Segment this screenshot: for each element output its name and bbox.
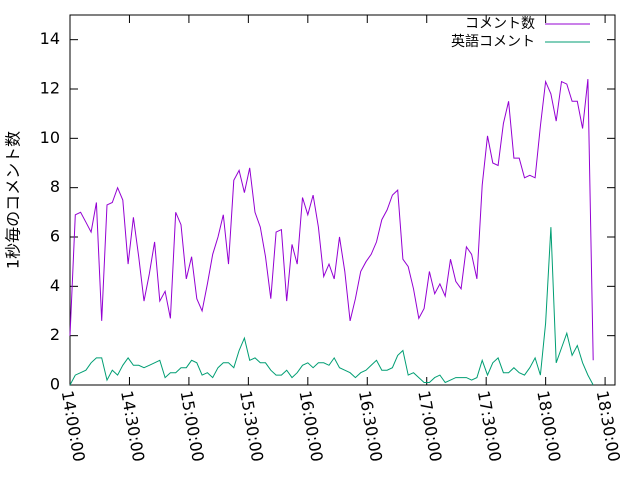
y-tick-label: 2 xyxy=(50,325,60,344)
x-tick-label: 15:30:00 xyxy=(236,389,267,463)
x-tick-label: 16:00:00 xyxy=(295,389,326,463)
x-tick-label: 16:30:00 xyxy=(355,389,386,463)
plot-frame xyxy=(69,14,616,386)
x-tick-label: 14:00:00 xyxy=(58,389,89,463)
y-tick-label: 4 xyxy=(50,276,60,295)
legend-label: 英語コメント xyxy=(451,33,535,50)
series-line xyxy=(69,79,594,361)
y-tick-label: 0 xyxy=(50,375,60,394)
y-tick-label: 10 xyxy=(40,128,60,147)
x-tick-label: 14:30:00 xyxy=(117,389,148,463)
x-tick-label: 15:00:00 xyxy=(177,389,208,463)
y-axis-label: 1秒毎のコメント数 xyxy=(4,131,23,269)
x-tick-label: 18:30:00 xyxy=(593,389,624,463)
legend-label: コメント数 xyxy=(465,16,535,32)
y-tick-label: 6 xyxy=(50,227,60,246)
y-tick-label: 14 xyxy=(40,29,60,48)
x-tick-label: 17:30:00 xyxy=(474,389,505,463)
series-line xyxy=(69,227,594,386)
y-tick-label: 8 xyxy=(50,177,60,196)
x-tick-label: 17:00:00 xyxy=(414,389,445,463)
x-tick-label: 18:00:00 xyxy=(533,389,564,463)
y-tick-label: 12 xyxy=(40,79,60,98)
